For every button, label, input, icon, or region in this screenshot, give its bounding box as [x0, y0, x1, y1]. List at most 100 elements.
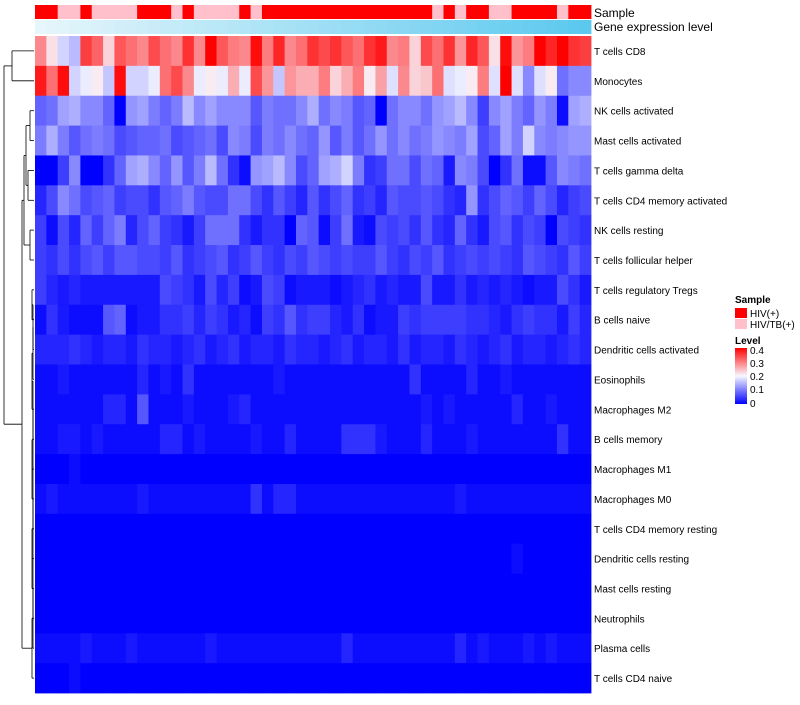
heatmap-cell: [159, 513, 172, 545]
heatmap-cell: [239, 125, 251, 156]
heatmap-cell: [568, 603, 581, 634]
heatmap-cell: [46, 155, 59, 186]
heatmap-cell: [545, 513, 558, 545]
heatmap-cell: [295, 65, 308, 97]
sample-annotation-cell: [545, 5, 558, 19]
heatmap-cell: [35, 245, 47, 276]
heatmap-cell: [488, 95, 501, 126]
heatmap-cell: [477, 543, 490, 574]
heatmap-cell: [125, 65, 138, 97]
heatmap-cell: [398, 334, 410, 365]
heatmap-cell: [57, 274, 70, 306]
heatmap-cell: [80, 454, 93, 485]
heatmap-cell: [125, 394, 138, 425]
heatmap-cell: [261, 543, 274, 574]
heatmap-cell: [295, 274, 308, 306]
heatmap-cell: [330, 543, 342, 574]
heatmap-cell: [80, 215, 93, 246]
heatmap-cell: [46, 65, 59, 97]
heatmap-cell: [420, 185, 433, 216]
gene-expression-cell: [205, 20, 217, 34]
sample-annotation-cell: [432, 5, 444, 19]
heatmap-cell: [69, 36, 81, 67]
heatmap-cell: [239, 543, 251, 574]
heatmap-cell: [375, 304, 388, 336]
heatmap-cell: [341, 155, 354, 186]
heatmap-cell: [171, 513, 183, 545]
heatmap-cell: [511, 65, 524, 97]
row-labels: T cells CD8 Monocytes NK cells activated Ma…: [594, 47, 727, 685]
gene-expression-cell: [284, 20, 297, 34]
heatmap-cell: [227, 454, 240, 485]
heatmap-cell: [545, 155, 558, 186]
heatmap-cell: [35, 543, 47, 574]
heatmap-cell: [443, 155, 456, 186]
heatmap-cell: [295, 394, 308, 425]
heatmap-cell: [159, 155, 172, 186]
heatmap-cell: [443, 185, 456, 216]
sample-annotation-cell: [250, 5, 263, 19]
heatmap-cell: [386, 543, 399, 574]
heatmap-cell: [466, 424, 478, 455]
heatmap-cell: [375, 394, 388, 425]
heatmap-cell: [103, 304, 115, 336]
heatmap-cell: [534, 513, 547, 545]
heatmap-cell: [466, 603, 478, 634]
heatmap-cell: [398, 95, 410, 126]
heatmap-cell: [568, 36, 581, 67]
heatmap-cell: [375, 95, 388, 126]
heatmap-cell: [261, 454, 274, 485]
heatmap-cell: [568, 304, 581, 336]
heatmap-cell: [216, 663, 229, 694]
heatmap-cell: [318, 424, 331, 455]
heatmap-cell: [227, 543, 240, 574]
heatmap-cell: [454, 125, 467, 156]
heatmap-cell: [69, 663, 81, 694]
heatmap-cell: [137, 483, 149, 515]
heatmap-cell: [227, 364, 240, 395]
heatmap-cell: [454, 334, 467, 365]
heatmap-cell: [318, 364, 331, 395]
heatmap-cell: [205, 663, 217, 694]
heatmap-cell: [159, 364, 172, 395]
heatmap-cell: [511, 185, 524, 216]
heatmap-cell: [420, 155, 433, 186]
heatmap-cell: [148, 663, 161, 694]
sample-annotation-cell: [182, 5, 195, 19]
heatmap-cell: [261, 603, 274, 634]
heatmap-cell: [341, 424, 354, 455]
heatmap-cell: [227, 573, 240, 604]
heatmap-cell: [534, 543, 547, 574]
heatmap-cell: [341, 573, 354, 604]
heatmap-cell: [352, 633, 365, 664]
heatmap-cell: [91, 394, 104, 425]
heatmap-cell: [137, 424, 149, 455]
heatmap-cell: [398, 424, 410, 455]
heatmap-cell: [534, 36, 547, 67]
heatmap-cell: [103, 543, 115, 574]
heatmap-cell: [545, 543, 558, 574]
heatmap-cell: [148, 394, 161, 425]
heatmap-cell: [159, 36, 172, 67]
heatmap-cell: [69, 483, 81, 515]
heatmap-cell: [69, 543, 81, 574]
heatmap-cell: [568, 185, 581, 216]
heatmap-cell: [250, 36, 263, 67]
heatmap-cell: [307, 543, 320, 574]
heatmap-cell: [579, 633, 592, 664]
legend-level-title: Level: [735, 336, 761, 347]
heatmap-cell: [284, 95, 297, 126]
heatmap-cell: [46, 424, 59, 455]
heatmap-cell: [125, 633, 138, 664]
heatmap-cell: [398, 125, 410, 156]
heatmap-cell: [80, 155, 93, 186]
heatmap-cell: [273, 424, 286, 455]
row-label: B cells memory: [594, 435, 662, 446]
heatmap-cell: [69, 274, 81, 306]
heatmap-cell: [386, 454, 399, 485]
row-dendrogram: [3, 50, 34, 679]
heatmap-cell: [205, 36, 217, 67]
heatmap-cell: [114, 364, 127, 395]
heatmap-cell: [511, 663, 524, 694]
heatmap-cell: [273, 36, 286, 67]
